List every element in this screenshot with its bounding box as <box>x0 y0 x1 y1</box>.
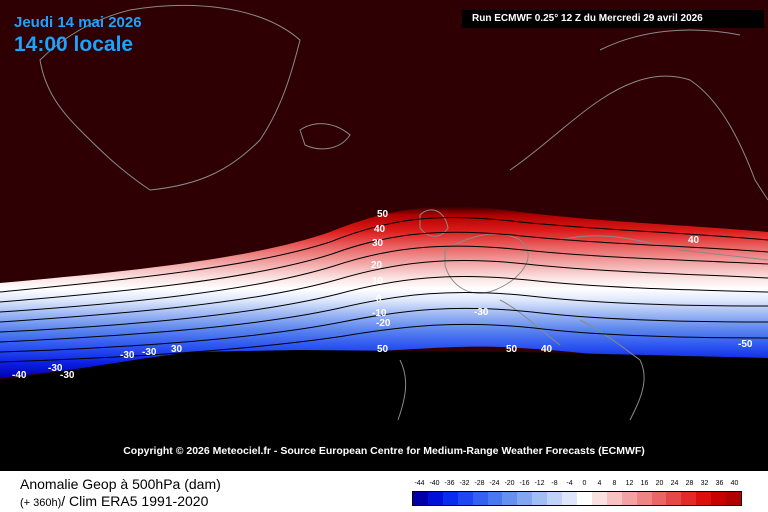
color-scale-label: 20 <box>655 480 664 487</box>
anomaly-map: 50 40 30 20 10 0 -10 -20 -30 50 40 40 -5… <box>0 4 768 471</box>
color-scale-label: 0 <box>582 480 587 487</box>
contour-label: -50 <box>738 339 753 350</box>
model-run-info: Run ECMWF 0.25° 12 Z du Mercredi 29 avri… <box>462 10 764 28</box>
color-scale-label: -4 <box>566 480 573 487</box>
copyright-notice: Copyright © 2026 Meteociel.fr - Source E… <box>123 445 645 457</box>
color-scale-swatch <box>711 492 727 505</box>
color-scale-label: 16 <box>640 480 649 487</box>
contour-lines <box>0 216 768 363</box>
color-scale-swatch <box>621 492 637 505</box>
color-scale-label: 12 <box>625 480 634 487</box>
color-scale-label: -20 <box>504 480 515 487</box>
color-scale-label: -32 <box>459 480 470 487</box>
color-scale-swatch <box>517 492 533 505</box>
color-scale-swatch <box>562 492 577 505</box>
contour-labels: 50 40 30 20 10 0 -10 -20 -30 50 40 40 -5… <box>12 209 753 381</box>
contour-label: -30 <box>474 307 489 318</box>
color-scale-label: 4 <box>597 480 602 487</box>
field-title: Anomalie Geop à 500hPa (dam) <box>20 476 221 492</box>
color-scale-swatch <box>591 492 607 505</box>
color-scale-swatch <box>472 492 488 505</box>
color-scale-swatch <box>726 492 741 505</box>
color-scale-swatch <box>413 492 428 505</box>
color-scale-swatch <box>576 492 592 505</box>
contour-label: 30 <box>171 344 183 355</box>
anomaly-band <box>0 206 768 378</box>
contour-label: 40 <box>688 235 700 246</box>
color-scale-swatch <box>532 492 548 505</box>
color-scale-label: -40 <box>429 480 440 487</box>
color-scale-label: -24 <box>489 480 500 487</box>
legend-footer: Anomalie Geop à 500hPa (dam) (+ 360h)/ C… <box>0 471 768 512</box>
color-scale-label: -28 <box>474 480 485 487</box>
contour-label: -30 <box>48 363 63 374</box>
color-scale-swatch <box>666 492 682 505</box>
southern-land-mass <box>0 350 768 471</box>
color-scale-label: -8 <box>551 480 558 487</box>
contour-label: 0 <box>376 294 382 305</box>
contour-label: -30 <box>120 350 135 361</box>
contour-label: 30 <box>372 238 384 249</box>
color-scale-label: 24 <box>670 480 679 487</box>
color-scale-swatch <box>696 492 712 505</box>
color-scale-label: -16 <box>519 480 530 487</box>
color-scale-label: 28 <box>685 480 694 487</box>
lead-time: (+ 360h) <box>20 497 62 509</box>
color-scale-swatch <box>502 492 518 505</box>
color-scale-swatch <box>681 492 697 505</box>
color-scale-label: -44 <box>414 480 425 487</box>
color-scale-labels: -44 -40 -36 -32 -28 -24 -20 -16 -12 -8 -4 0 4 8 12 16 20… <box>412 480 742 490</box>
color-scale-swatch <box>442 492 458 505</box>
contour-label: 10 <box>372 276 384 287</box>
contour-label: 40 <box>374 224 386 235</box>
coastlines <box>39 4 768 421</box>
color-scale-swatch <box>547 492 563 505</box>
color-scale-swatch <box>487 492 503 505</box>
map-panel: 50 40 30 20 10 0 -10 -20 -30 50 40 40 -5… <box>0 0 768 471</box>
contour-label: 50 <box>506 344 518 355</box>
color-scale-label: 36 <box>715 480 724 487</box>
color-scale-swatch <box>651 492 667 505</box>
field-subtitle: (+ 360h)/ Clim ERA5 1991-2020 <box>20 493 208 509</box>
forecast-date: Jeudi 14 mai 2026 <box>14 14 142 31</box>
contour-label: -10 <box>372 308 387 319</box>
color-scale-label: -36 <box>444 480 455 487</box>
contour-label: -40 <box>12 370 27 381</box>
climatology-reference: / Clim ERA5 1991-2020 <box>61 493 209 509</box>
color-scale-swatch <box>457 492 473 505</box>
color-scale-swatch <box>427 492 443 505</box>
color-scale-label: 32 <box>700 480 709 487</box>
color-scale-label: -12 <box>534 480 545 487</box>
color-scale-label: 8 <box>612 480 617 487</box>
contour-label: 50 <box>377 344 389 355</box>
contour-label: -20 <box>376 318 391 329</box>
contour-label: 20 <box>371 260 383 271</box>
contour-label: 40 <box>541 344 553 355</box>
forecast-time: 14:00 locale <box>14 33 134 56</box>
contour-label: -30 <box>60 370 75 381</box>
color-scale-swatch <box>606 492 622 505</box>
color-scale-swatch <box>636 492 652 505</box>
color-scale-bar <box>412 491 742 506</box>
color-scale-label: 40 <box>730 480 739 487</box>
contour-label: -30 <box>142 347 157 358</box>
contour-label: 50 <box>377 209 389 220</box>
